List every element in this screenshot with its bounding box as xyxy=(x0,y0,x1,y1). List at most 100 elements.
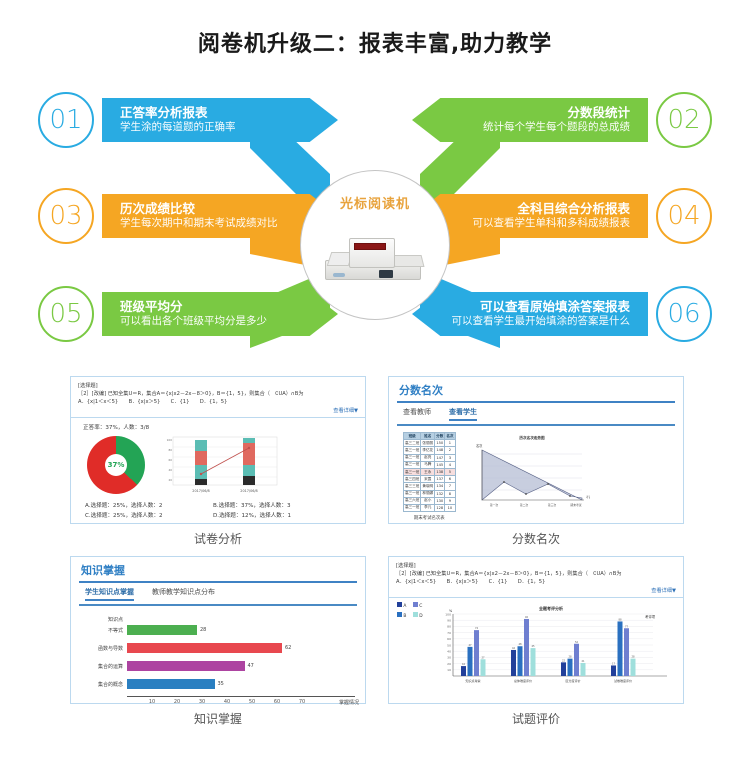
table-row[interactable]: 高三一班 赵亮 147 3 xyxy=(402,453,456,462)
knowledge-bar-label: 不等式 xyxy=(107,627,123,634)
feature-desc: 可以查看学生单科和多科成绩报表 xyxy=(472,216,631,229)
table-caption: 期末考试名次表 xyxy=(413,516,445,522)
eval-bar xyxy=(511,650,516,677)
table-cell: 8 xyxy=(444,489,456,498)
tab-student-knowledge[interactable]: 学生知识点掌握 xyxy=(85,587,134,601)
table-row[interactable]: 高三四班 宋霞 137 6 xyxy=(402,475,456,484)
eval-bar-value: 22 xyxy=(562,660,566,663)
eval-ytick: 10 xyxy=(447,668,451,672)
card-knowledge-mastery[interactable]: 知识掌握 学生知识点掌握 教师教学知识点分布 知识点 不等式 28 函数与导数 62 集… xyxy=(70,556,366,706)
eval-bar xyxy=(567,658,573,677)
feature-desc: 可以看出各个班级平均分是多少 xyxy=(120,314,267,327)
table-cell: 高三二班 xyxy=(402,439,422,448)
feature-badge-06: 06 xyxy=(656,286,712,342)
feature-row-06[interactable]: 可以查看原始填涂答案报表 可以查看学生最开始填涂的答案是什么 06 xyxy=(412,286,712,342)
feature-row-04[interactable]: 全科目综合分析报表 可以查看学生单科和多科成绩报表 04 xyxy=(412,188,712,244)
feature-title: 历次成绩比较 xyxy=(120,201,196,217)
table-row[interactable]: 高三二班 张丽丽 150 1 xyxy=(402,439,456,448)
question-line-2: A．{x|1＜x＜5} B．{x|x＞5} C．{1} D．{1，5} xyxy=(396,579,546,586)
table-row[interactable]: 高三三班 黄晓明 134 7 xyxy=(402,482,456,491)
tab-view-teacher[interactable]: 查看教师 xyxy=(403,408,431,416)
eval-chart-title: 全题考评分析 xyxy=(538,605,563,611)
feature-row-02[interactable]: 分数段统计 统计每个学生每个题段的总成绩 02 xyxy=(412,92,712,148)
eval-bar xyxy=(611,665,616,677)
eval-bar xyxy=(617,621,623,677)
eval-bar-value: 47 xyxy=(468,644,472,647)
tab-bar: 学生知识点掌握 教师教学知识点分布 xyxy=(71,583,365,604)
table-row[interactable]: 高三一班 李凡 128 10 xyxy=(402,503,456,513)
section-title-score-rank: 分数名次 xyxy=(399,384,443,397)
eval-bar xyxy=(574,643,579,677)
card-caption-knowledge: 知识掌握 xyxy=(193,712,242,726)
rank-trend-area-chart: 历次名次走势图 名次 第一次 第二次 第三次 期末考试 xyxy=(476,435,590,507)
th-score: 分数 xyxy=(434,431,446,441)
evaluation-bar-chart: 全题考评分析% 考评项 10 20 30 40 50 60 70 80 90 100 16 47 74 27 知… xyxy=(445,605,667,683)
eval-bar xyxy=(630,658,636,677)
knowledge-bar-label: 集合的运算 xyxy=(97,663,123,670)
option-stat: A.选择题：25%，选择人数：2 xyxy=(85,503,163,510)
legend-c: C xyxy=(419,604,423,610)
eval-ytick: 70 xyxy=(447,631,451,635)
knowledge-axis-label: 知识点 xyxy=(107,616,123,623)
accuracy-summary: 正答率：37%，人数：3/8 xyxy=(83,425,150,432)
table-row[interactable]: 高三六班 赵小 130 9 xyxy=(402,496,456,505)
eval-bar xyxy=(474,630,479,677)
view-detail-link[interactable]: 查看详细▼ xyxy=(651,588,676,595)
svg-text:100: 100 xyxy=(167,438,173,442)
svg-text:80: 80 xyxy=(168,448,172,452)
table-cell: 高三一班 xyxy=(402,489,422,498)
svg-text:20: 20 xyxy=(168,478,172,482)
table-row[interactable]: 高三一班 马腾 145 4 xyxy=(402,460,456,469)
feature-row-05[interactable]: 05 班级平均分 可以看出各个班级平均分是多少 xyxy=(38,286,338,342)
table-row[interactable]: 高三一班 李亿花 148 2 xyxy=(402,446,456,455)
question-line-1: ［2］[改编] 已知全集U＝R，集合A＝{x|x2－2x－8＞0}，B＝{1，5… xyxy=(78,391,304,398)
feature-title: 全科目综合分析报表 xyxy=(517,201,630,217)
option-stat: B.选择题：37%，选择人数：3 xyxy=(213,503,291,510)
table-row[interactable]: 高三一班 王永 138 5 xyxy=(402,467,456,477)
card-exam-analysis[interactable]: [选择题] ［2］[改编] 已知全集U＝R，集合A＝{x|x2－2x－8＞0}，… xyxy=(70,376,366,524)
feature-title: 可以查看原始填涂答案报表 xyxy=(479,299,630,315)
feature-title: 分数段统计 xyxy=(567,105,630,121)
feature-desc: 统计每个学生每个题段的总成绩 xyxy=(483,120,630,133)
card-score-rank[interactable]: 分数名次 查看教师 查看学生 班级 姓名 分数 名次 高三二班 张丽丽 150 1 高三… xyxy=(388,376,684,524)
trend-xtick-1: 2017/06/8 xyxy=(192,489,209,493)
tab-view-student[interactable]: 查看学生 xyxy=(449,407,477,421)
accuracy-donut-chart: 37% xyxy=(87,436,145,495)
card-caption-exam-analysis: 试卷分析 xyxy=(193,532,242,546)
page-title: 阅卷机升级二：报表丰富,助力教学 xyxy=(197,32,553,57)
table-row[interactable]: 高三一班 林丽娜 132 8 xyxy=(402,489,456,498)
feature-badge-01: 01 xyxy=(38,92,94,148)
feature-banner-05: 班级平均分 可以看出各个班级平均分是多少 xyxy=(102,292,338,336)
knowledge-xtick: 30 xyxy=(198,699,206,705)
knowledge-bar-label: 函数与导数 xyxy=(97,645,123,652)
knowledge-bar-value: 28 xyxy=(200,627,207,633)
score-rank-table[interactable]: 班级 姓名 分数 名次 高三二班 张丽丽 150 1 高三一班 李亿花 148 2 高三一班 赵亮… xyxy=(402,431,456,513)
tab-teacher-knowledge[interactable]: 教师教学知识点分布 xyxy=(152,588,215,596)
eval-bar-value: 92 xyxy=(525,616,529,619)
feature-row-03[interactable]: 03 历次成绩比较 学生每次期中和期末考试成绩对比 xyxy=(38,188,338,244)
feature-badge-04: 04 xyxy=(656,188,712,244)
eval-bar xyxy=(561,662,566,677)
rank-chart-ylabel: 名次 xyxy=(476,443,483,448)
eval-bar xyxy=(461,666,466,677)
legend-b: B xyxy=(403,613,407,619)
table-cell: 4 xyxy=(444,460,456,469)
eval-ylabel: % xyxy=(449,609,453,613)
th-name: 姓名 xyxy=(420,431,436,441)
table-cell: 林丽娜 xyxy=(420,489,436,498)
feature-row-01[interactable]: 01 正答率分析报表 学生涂的每道题的正确率 xyxy=(38,92,338,148)
table-cell: 高三一班 xyxy=(402,446,422,455)
rank-chart-title: 历次名次走势图 xyxy=(519,435,545,440)
card-question-evaluation[interactable]: [选择题] ［2］[改编] 已知全集U＝R，集合A＝{x|x2－2x－8＞0}，… xyxy=(388,556,684,704)
table-cell: 6 xyxy=(444,475,456,484)
eval-bar-value: 52 xyxy=(575,641,579,644)
knowledge-xtick: 20 xyxy=(173,699,181,705)
table-cell: 130 xyxy=(434,496,446,505)
table-cell: 7 xyxy=(444,482,456,491)
option-stat: D.选择题：12%，选择人数：1 xyxy=(213,512,292,519)
table-cell: 128 xyxy=(434,503,446,513)
hub-circle: 光标阅读机 xyxy=(300,170,450,320)
eval-bar xyxy=(580,663,586,677)
eval-xtick: 总体难度评价 xyxy=(514,678,532,683)
view-detail-link[interactable]: 查看详细▼ xyxy=(333,408,358,415)
